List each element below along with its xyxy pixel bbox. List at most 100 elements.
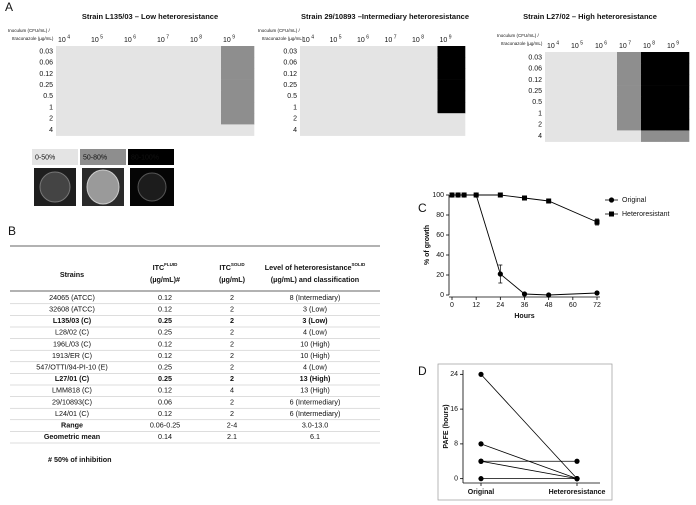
heatmap-cell (437, 79, 466, 92)
heatmap-cell (382, 68, 411, 80)
heatmap-cell (355, 57, 383, 69)
heatmap-cell (410, 102, 438, 114)
table-cell: 0.12 (158, 293, 172, 302)
heatmap-cell (221, 68, 255, 80)
table-cell: 4 (Low) (303, 363, 327, 372)
row-label: 0.06 (39, 60, 53, 67)
x-axis-label: Hours (514, 313, 534, 320)
legend-label: Original (622, 197, 647, 204)
column-exponent: 8 (421, 35, 424, 41)
heatmap-cell (569, 74, 594, 86)
heatmap-cell (89, 90, 123, 103)
table-cell: 0.06 (158, 397, 172, 406)
table-cell: L27/01 (C) (55, 374, 90, 383)
x-tick-label: 48 (545, 302, 553, 309)
heatmap-cell (569, 130, 594, 142)
column-base: 10 (667, 43, 675, 50)
heatmap-cell (327, 90, 356, 103)
heatmap-cell (569, 52, 594, 64)
table-cell: L28/02 (C) (55, 328, 89, 337)
table-cell: 547/OTTI/94-PI-10 (E) (36, 363, 108, 372)
column-label: 10 6 (595, 41, 607, 50)
heatmap-cell (327, 79, 356, 92)
heatmap-cell (300, 79, 328, 92)
marker (449, 192, 455, 198)
legend-swatch (128, 149, 174, 165)
heatmap-cell (437, 68, 466, 80)
heatmap-cell (122, 79, 156, 92)
heatmap-cell (89, 57, 123, 69)
y-axis-label: Itraconazole (µg/mL) (501, 41, 543, 46)
heatmap-cell (382, 102, 411, 114)
heatmap-cell (665, 96, 690, 109)
heatmap-cell (221, 57, 255, 69)
row-label: 0.06 (528, 66, 542, 73)
row-label: 0.03 (39, 48, 53, 55)
heatmap-cell (545, 52, 570, 64)
table-cell: 6 (Intermediary) (290, 409, 341, 418)
column-label: 10 7 (385, 35, 397, 44)
table-cell: L135/03 (C) (53, 316, 92, 325)
heatmap-cell (188, 102, 222, 114)
column-exponent: 7 (166, 35, 169, 41)
table-cell: 3 (Low) (302, 316, 328, 325)
heatmap-cell (593, 108, 618, 120)
heatmap-cell (56, 113, 90, 125)
heatmap-cell (155, 124, 189, 136)
heatmap-cell (382, 46, 411, 58)
heatmap-cell (355, 102, 383, 114)
y-tick-label: 8 (454, 441, 458, 448)
marker (473, 192, 479, 198)
table-cell: 2 (230, 328, 234, 337)
header-text: ITC (219, 263, 231, 272)
heatmap-cell (56, 79, 90, 92)
table-cell: 0.06-0.25 (150, 421, 180, 430)
column-label: 10 9 (223, 35, 235, 44)
heatmap-cell (641, 74, 666, 86)
heatmap-cell (355, 46, 383, 58)
column-exponent: 6 (366, 35, 369, 41)
heatmap-cell (437, 113, 466, 125)
row-label: 2 (293, 116, 297, 123)
y-tick-label: 20 (436, 272, 444, 279)
table-cell: 2 (230, 397, 234, 406)
colony-images (34, 168, 174, 206)
table-cell: Geometric mean (44, 432, 100, 441)
heatmap-cell (355, 124, 383, 136)
x-axis-label: Inoculum (CFU/mL) / (258, 28, 301, 33)
table-cell: 2 (230, 305, 234, 314)
column-exponent: 5 (339, 35, 342, 41)
heatmap-cell (56, 124, 90, 136)
row-label: 0.03 (283, 48, 297, 55)
column-base: 10 (595, 43, 603, 50)
heatmap-cell (188, 113, 222, 125)
heatmap-cell (221, 113, 255, 125)
heatmap-cell (593, 96, 618, 109)
heatmap-cell (56, 102, 90, 114)
heatmap-cell (569, 85, 594, 98)
marker (478, 476, 484, 482)
heatmap-cell (593, 74, 618, 86)
heatmap-cell (641, 85, 666, 98)
panel-d-frame (437, 363, 613, 501)
table-header: (µg/mL) (219, 275, 246, 284)
table-cell: 32608 (ATCC) (49, 305, 95, 314)
column-exponent: 6 (604, 41, 607, 47)
heatmap-cell (437, 46, 466, 58)
table-cell: 3 (Low) (303, 305, 327, 314)
table-header: (µg/mL) and classification (271, 275, 359, 284)
column-base: 10 (157, 37, 165, 44)
table-cell: 2 (230, 374, 234, 383)
heatmap-cell (665, 130, 690, 142)
row-label: 0.12 (39, 71, 53, 78)
heatmap-cell (617, 85, 642, 98)
y-tick-label: 80 (436, 212, 444, 219)
marker (594, 219, 600, 225)
table-header: (µg/mL)# (150, 275, 180, 284)
heatmap-cell (382, 124, 411, 136)
heatmap-cell (382, 90, 411, 103)
column-exponent: 5 (100, 35, 103, 41)
table-cell: 0.12 (158, 305, 172, 314)
colony (137, 172, 167, 202)
heatmap-cell (593, 119, 618, 131)
